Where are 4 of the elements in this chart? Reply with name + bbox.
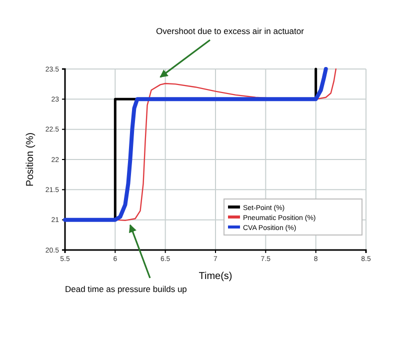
x-axis-title: Time(s)	[198, 271, 232, 282]
y-axis-title: Position (%)	[25, 132, 36, 186]
annotation: Dead time as pressure builds up	[65, 284, 188, 294]
annotation: Overshoot due to excess air in actuator	[156, 26, 304, 36]
